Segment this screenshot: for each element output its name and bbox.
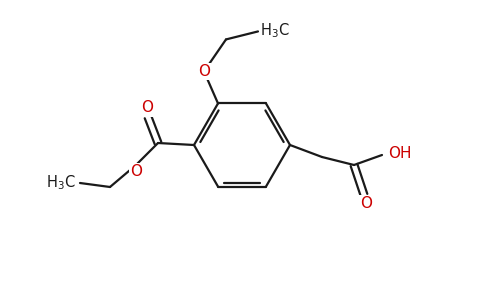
Text: H$_3$C: H$_3$C: [46, 174, 76, 192]
Text: OH: OH: [388, 146, 411, 160]
Text: O: O: [360, 196, 372, 211]
Text: H$_3$C: H$_3$C: [260, 21, 289, 40]
Text: O: O: [198, 64, 210, 79]
Text: O: O: [130, 164, 142, 179]
Text: O: O: [141, 100, 153, 116]
